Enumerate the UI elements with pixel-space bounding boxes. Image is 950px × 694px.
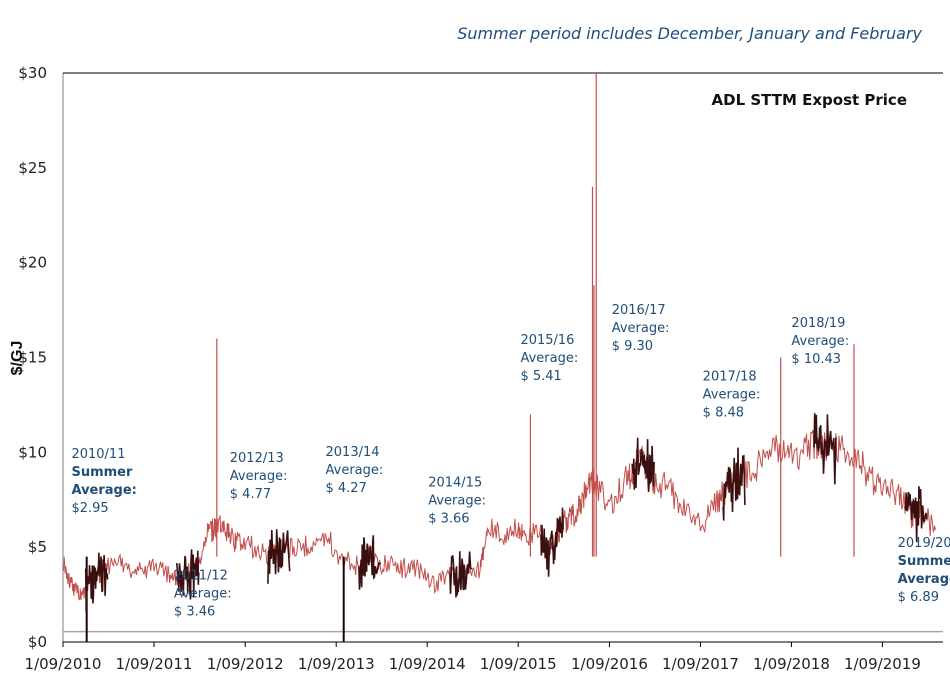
summer-segment	[722, 447, 746, 521]
x-tick-label: 1/09/2019	[844, 655, 921, 673]
annotation-line: Summer	[898, 554, 950, 569]
annotation-line: 2016/17	[612, 303, 666, 318]
annotation-line: Average:	[898, 572, 950, 587]
summer-average-annotation: 2019/20 Summer Average: $ 6.89	[898, 536, 950, 605]
y-tick-label: $15	[18, 349, 47, 367]
annotation-line: $2.95	[71, 501, 108, 516]
annotation-line: Average:	[326, 463, 384, 478]
chart-axes: $0 $5 $10 $15 $20 $25 $30 1/09/2010 1/09/2011 1/0…	[18, 64, 943, 673]
annotation-line: $ 3.46	[174, 604, 215, 619]
annotation-line: $ 10.43	[791, 352, 841, 367]
annotation-line: Average:	[174, 586, 232, 601]
summer-segment	[449, 551, 473, 598]
summer-segment	[358, 535, 382, 590]
annotation-line: 2018/19	[791, 316, 845, 331]
x-tick-label: 1/09/2012	[207, 655, 284, 673]
y-tick-label: $10	[18, 443, 47, 461]
x-tick-label: 1/09/2017	[662, 655, 739, 673]
summer-average-annotation: 2013/14 Average: $ 4.27	[326, 445, 384, 496]
annotation-line: Average:	[703, 387, 761, 402]
annotation-line: $ 4.77	[230, 487, 271, 502]
summer-average-annotation: 2010/11 Summer Average: $2.95	[71, 447, 136, 516]
x-tick-label: 1/09/2015	[480, 655, 557, 673]
annotation-line: Average:	[230, 469, 288, 484]
annotation-line: 2017/18	[703, 369, 757, 384]
chart-title: ADL STTM Expost Price	[712, 91, 907, 109]
annotation-line: 2013/14	[326, 445, 380, 460]
annotation-line: 2019/20	[898, 536, 950, 551]
summer-segment	[267, 529, 291, 584]
annotation-line: $ 3.66	[428, 511, 469, 526]
summer-segment	[631, 437, 655, 493]
annotation-line: 2015/16	[520, 333, 574, 348]
x-tick-label: 1/09/2013	[298, 655, 375, 673]
summer-segment	[813, 413, 837, 485]
y-tick-label: $30	[18, 64, 47, 82]
annotation-line: $ 9.30	[612, 339, 653, 354]
summer-segment	[175, 549, 200, 600]
annotation-line: 2012/13	[230, 451, 284, 466]
annotation-group: 2010/11 Summer Average: $2.95 2011/12 Average…	[71, 303, 950, 620]
summer-average-annotation: 2012/13 Average: $ 4.77	[230, 451, 288, 502]
x-tick-label: 1/09/2011	[116, 655, 193, 673]
summer-segment	[84, 552, 109, 613]
annotation-line: Average:	[612, 321, 670, 336]
summer-segment	[904, 486, 928, 543]
y-tick-label: $25	[18, 159, 47, 177]
chart-note: Summer period includes December, January…	[457, 24, 922, 43]
summer-segment	[540, 507, 564, 577]
annotation-line: Average:	[71, 483, 136, 498]
summer-average-annotation: 2017/18 Average: $ 8.48	[703, 369, 761, 420]
x-tick-label: 1/09/2018	[753, 655, 830, 673]
annotation-line: $ 8.48	[703, 405, 744, 420]
annotation-line: $ 5.41	[520, 369, 561, 384]
annotation-line: 2011/12	[174, 568, 228, 583]
y-tick-label: $5	[28, 538, 47, 556]
annotation-line: Average:	[428, 493, 486, 508]
summer-average-annotation: 2015/16 Average: $ 5.41	[520, 333, 578, 384]
series-group	[62, 73, 936, 642]
y-tick-label: $20	[18, 254, 47, 272]
summer-average-annotation: 2014/15 Average: $ 3.66	[428, 475, 486, 526]
summer-average-annotation: 2018/19 Average: $ 10.43	[791, 316, 849, 367]
annotation-line: $ 6.89	[898, 590, 939, 605]
x-tick-label: 1/09/2010	[25, 655, 102, 673]
y-axis-label: $/GJ	[9, 341, 26, 376]
annotation-line: 2010/11	[71, 447, 125, 462]
y-tick-label: $0	[28, 633, 47, 651]
annotation-line: 2014/15	[428, 475, 482, 490]
summer-average-annotation: 2011/12 Average: $ 3.46	[174, 568, 232, 619]
summer-average-annotation: 2016/17 Average: $ 9.30	[612, 303, 670, 354]
x-tick-label: 1/09/2016	[571, 655, 648, 673]
annotation-line: Summer	[71, 465, 133, 480]
annotation-line: Average:	[791, 334, 849, 349]
annotation-line: $ 4.27	[326, 481, 367, 496]
annotation-line: Average:	[520, 351, 578, 366]
x-tick-label: 1/09/2014	[389, 655, 466, 673]
